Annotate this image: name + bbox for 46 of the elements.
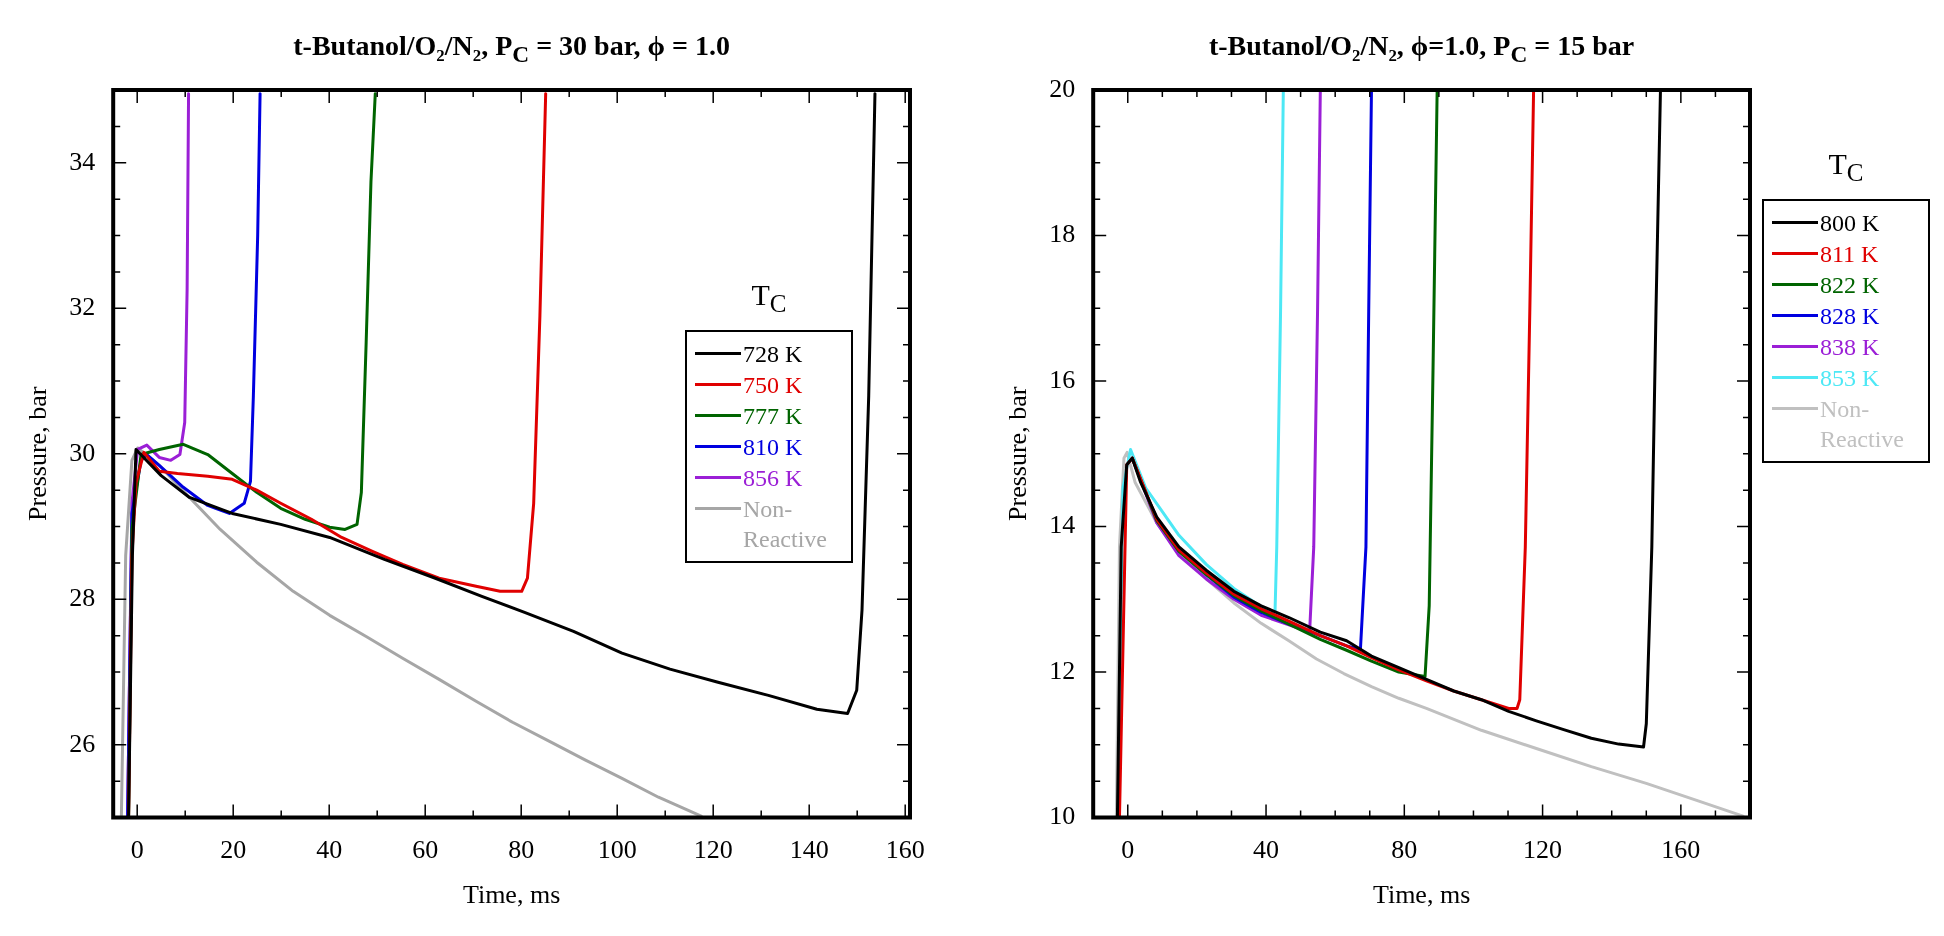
chart-title: t-Butanol/O₂/N₂, ϕ=1.0, P$_{C}$ = 15 bar <box>1207 30 1636 68</box>
legend-label: Non-Reactive <box>743 495 828 555</box>
legend-label: 856 K <box>743 464 803 494</box>
legend-label: 838 K <box>1820 333 1880 363</box>
legend-label: 750 K <box>743 371 803 401</box>
x-tick-label: 80 <box>1391 835 1418 865</box>
y-tick-label: 16 <box>1049 364 1076 394</box>
x-tick-label: 60 <box>412 835 439 865</box>
y-tick-label: 28 <box>69 583 96 613</box>
legend-label: 728 K <box>743 340 803 370</box>
x-tick-label: 120 <box>693 835 733 865</box>
x-tick-label: 140 <box>789 835 829 865</box>
y-tick-label: 32 <box>69 292 96 322</box>
y-axis-title: Pressure, bar <box>23 386 53 521</box>
x-tick-label: 160 <box>1661 835 1701 865</box>
y-tick-label: 10 <box>1049 801 1076 831</box>
legend-label: Non-Reactive <box>1820 395 1905 455</box>
y-tick-label: 20 <box>1049 73 1076 103</box>
x-tick-label: 40 <box>316 835 343 865</box>
legend-label: 822 K <box>1820 271 1880 301</box>
x-tick-label: 80 <box>508 835 535 865</box>
x-tick-label: 40 <box>1253 835 1280 865</box>
legend-label: 853 K <box>1820 364 1880 394</box>
legend-label: 800 K <box>1820 209 1880 239</box>
chart-title: t-Butanol/O₂/N₂, P$_{C}$ = 30 bar, ϕ = 1.0 <box>292 30 731 68</box>
x-tick-label: 20 <box>220 835 247 865</box>
x-tick-label: 160 <box>885 835 925 865</box>
x-tick-label: 0 <box>130 835 144 865</box>
legend-title: T$_{C}$ <box>750 278 788 319</box>
x-tick-label: 120 <box>1523 835 1563 865</box>
legend-title: T$_{C}$ <box>1827 147 1865 188</box>
y-tick-label: 26 <box>69 728 96 758</box>
legend-label: 828 K <box>1820 302 1880 332</box>
y-tick-label: 30 <box>69 437 96 467</box>
legend-label: 811 K <box>1820 240 1879 270</box>
y-tick-label: 14 <box>1049 510 1076 540</box>
x-tick-label: 100 <box>597 835 637 865</box>
legend-label: 810 K <box>743 433 803 463</box>
legend-label: 777 K <box>743 402 803 432</box>
x-axis-title: Time, ms <box>462 880 561 910</box>
y-tick-label: 18 <box>1049 219 1076 249</box>
x-axis-title: Time, ms <box>1372 880 1471 910</box>
y-tick-label: 34 <box>69 146 96 176</box>
y-axis-title: Pressure, bar <box>1003 386 1033 521</box>
y-tick-label: 12 <box>1049 655 1076 685</box>
x-tick-label: 0 <box>1121 835 1135 865</box>
